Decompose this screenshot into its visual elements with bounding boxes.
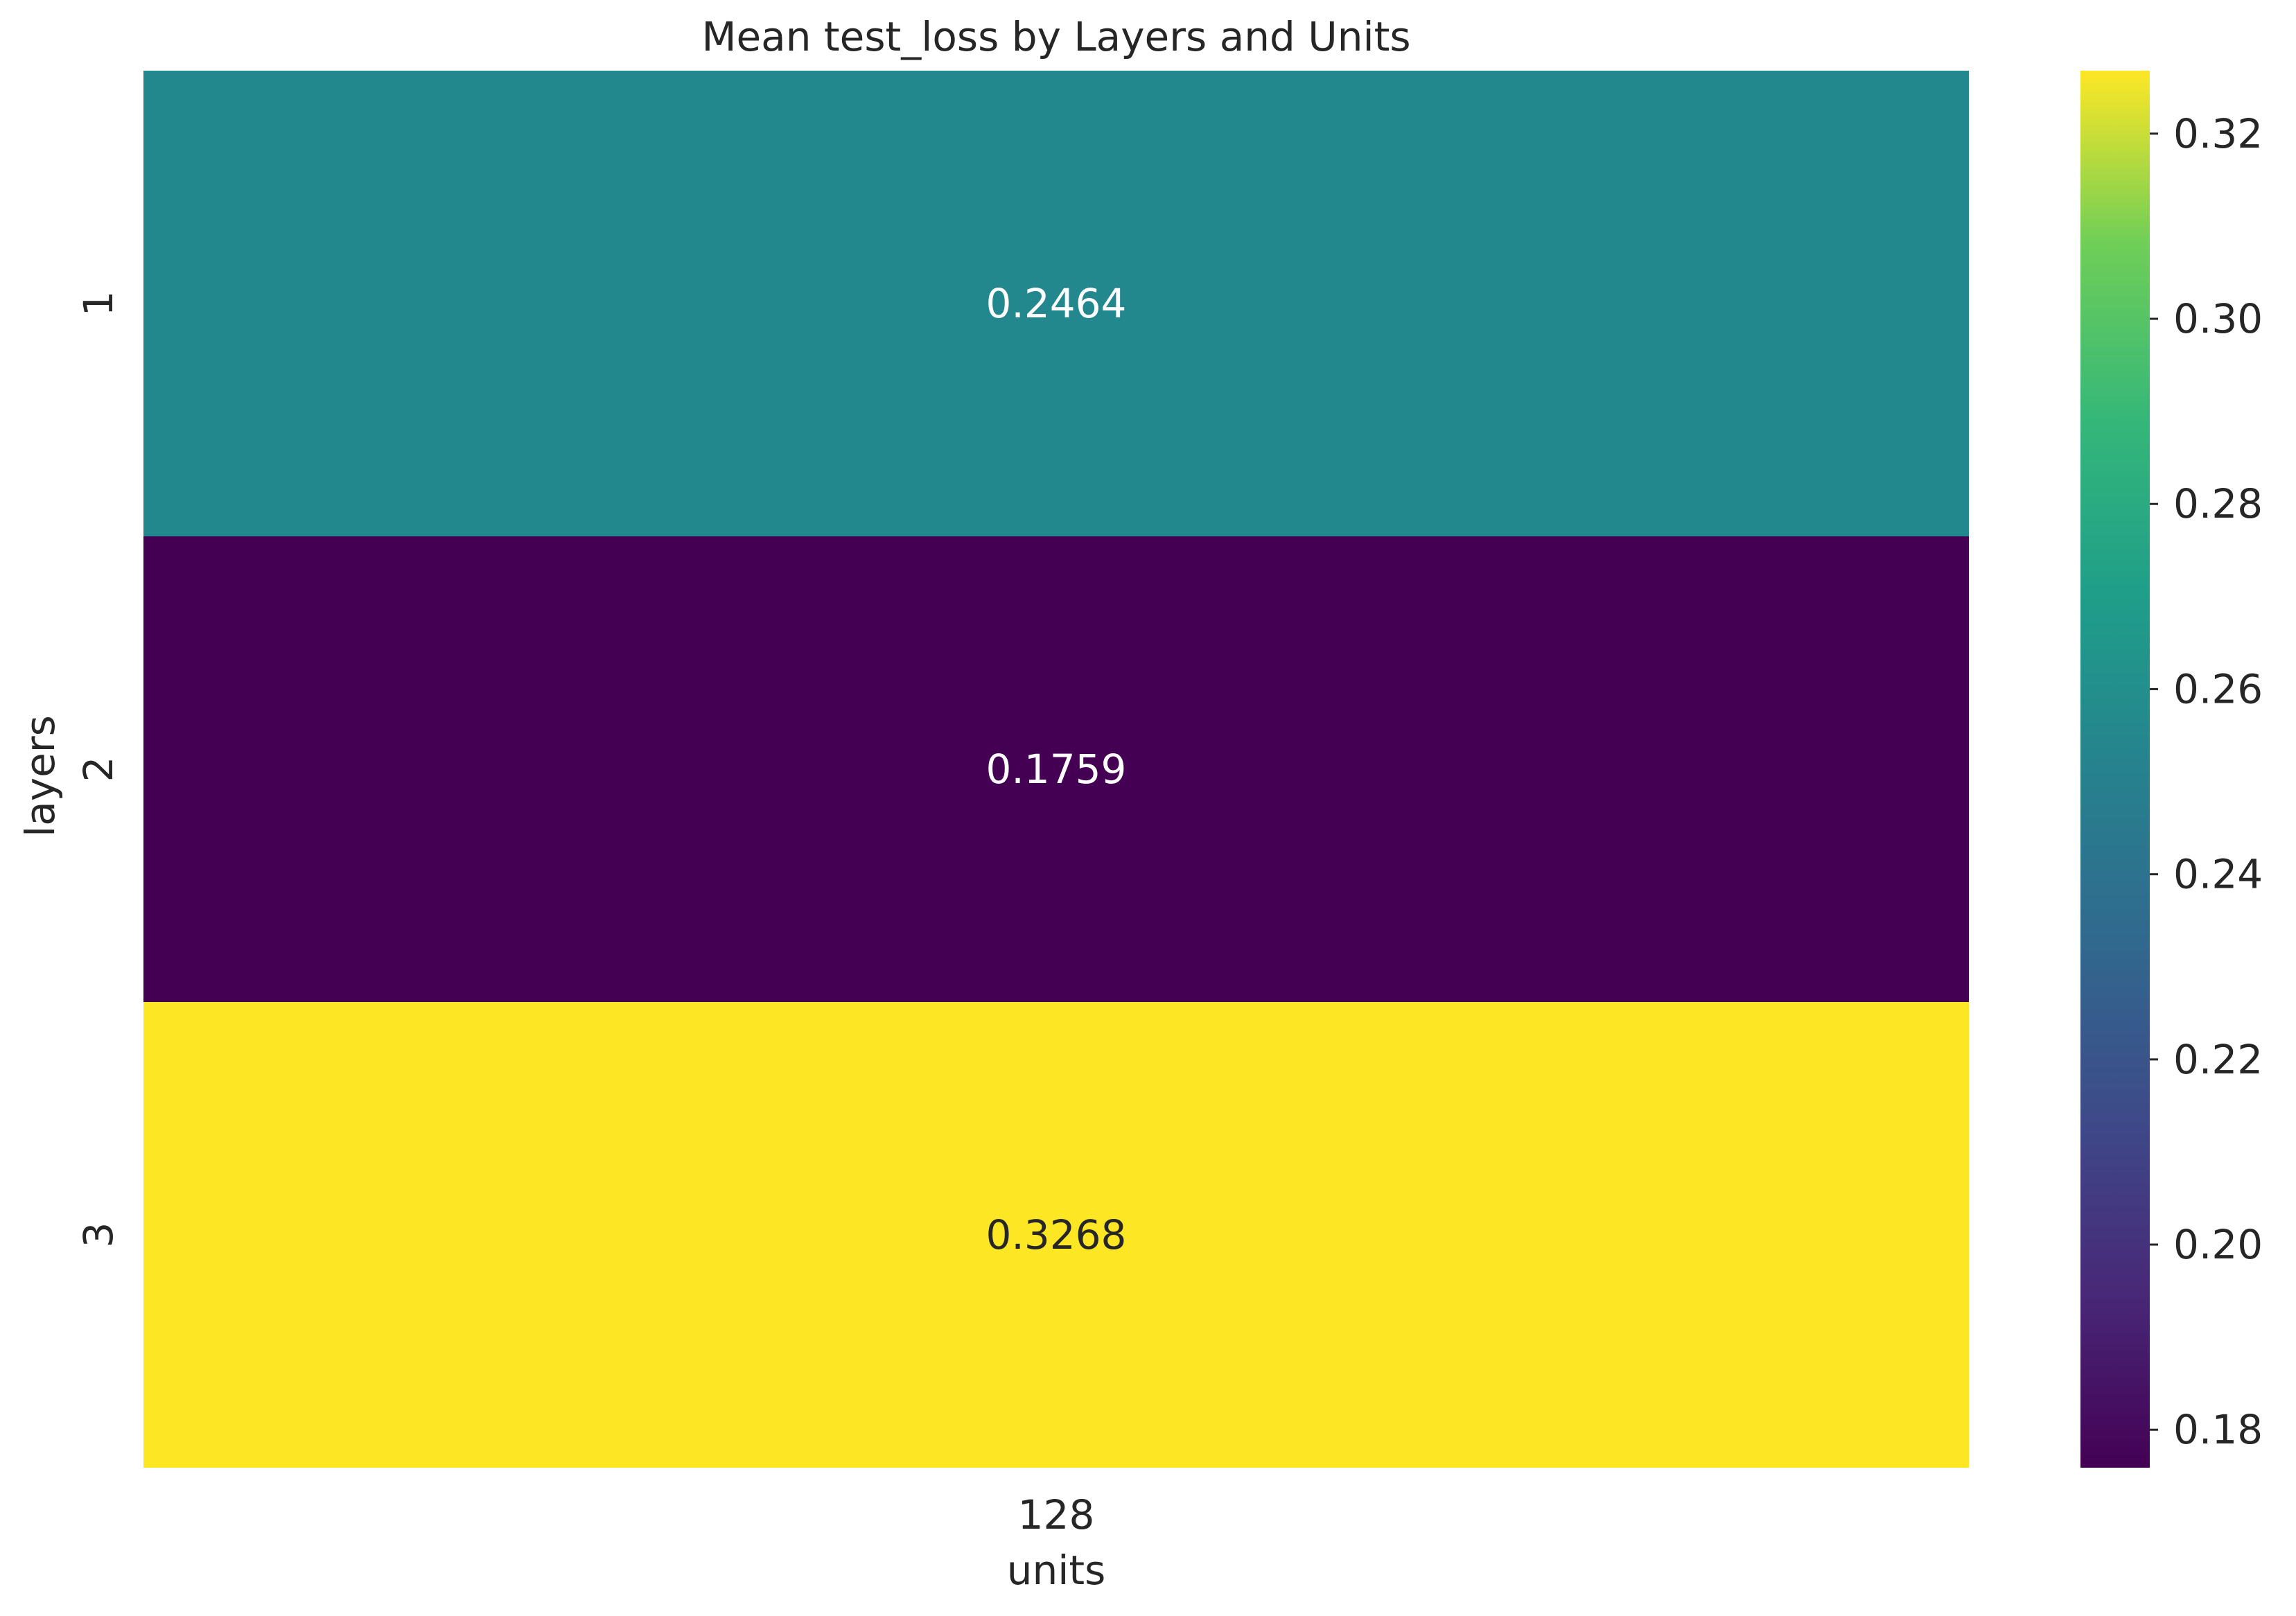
x-tick-label: 128 bbox=[1018, 1491, 1095, 1538]
heatmap-cell bbox=[143, 536, 1969, 1002]
x-axis-label: units bbox=[1007, 1547, 1106, 1594]
heatmap-cell bbox=[143, 1002, 1969, 1468]
y-tick-label: 3 bbox=[75, 1222, 122, 1248]
colorbar-tick-label: 0.28 bbox=[2173, 480, 2263, 527]
colorbar-tick-label: 0.24 bbox=[2173, 851, 2263, 898]
y-tick-labels: 1 2 3 bbox=[75, 291, 122, 1248]
colorbar-tick-label: 0.32 bbox=[2173, 110, 2263, 157]
cell-value-label: 0.2464 bbox=[986, 280, 1127, 327]
heatmap-cell bbox=[143, 71, 1969, 536]
colorbar-tick-label: 0.18 bbox=[2173, 1406, 2263, 1453]
colorbar-tick-label: 0.22 bbox=[2173, 1036, 2263, 1083]
y-tick-label: 1 bbox=[75, 291, 122, 317]
colorbar-ticks: 0.18 0.20 0.22 0.24 0.26 0.28 0.30 0.32 bbox=[2150, 110, 2263, 1453]
heatmap-cells: 0.2464 0.1759 0.3268 bbox=[143, 71, 1969, 1468]
y-axis-label: layers bbox=[17, 715, 64, 837]
cell-value-label: 0.1759 bbox=[986, 746, 1127, 793]
cell-value-label: 0.3268 bbox=[986, 1211, 1127, 1258]
colorbar bbox=[2080, 71, 2150, 1468]
chart-title: Mean test_loss by Layers and Units bbox=[701, 13, 1410, 60]
y-tick-label: 2 bbox=[75, 757, 122, 782]
colorbar-tick-label: 0.20 bbox=[2173, 1221, 2263, 1268]
colorbar-tick-label: 0.30 bbox=[2173, 295, 2263, 342]
x-tick-labels: 128 bbox=[1018, 1491, 1095, 1538]
colorbar-tick-label: 0.26 bbox=[2173, 665, 2263, 712]
